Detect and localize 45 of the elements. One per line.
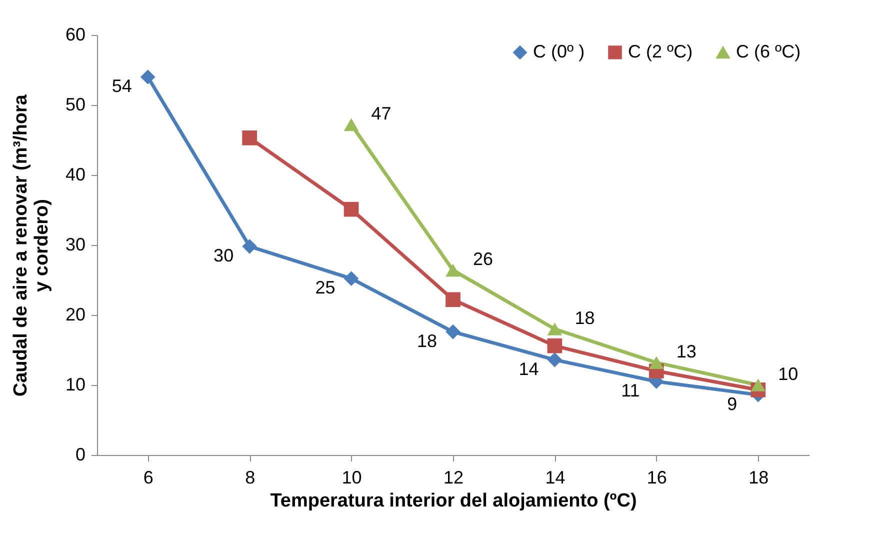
- point: [547, 322, 562, 336]
- x-tick-label: 18: [748, 468, 769, 488]
- y-tick-label: 30: [65, 234, 86, 254]
- x-tick-label: 8: [245, 468, 256, 488]
- point: [547, 352, 562, 368]
- data-label: 25: [315, 278, 336, 298]
- data-label: 18: [416, 330, 438, 351]
- y-tick-label: 0: [75, 444, 86, 464]
- point: [344, 271, 359, 286]
- data-label: 14: [518, 358, 539, 379]
- x-tick-label: 16: [646, 468, 667, 488]
- data-label: 47: [371, 104, 392, 124]
- y-tick-label: 20: [65, 304, 86, 324]
- legend-label: C (0º ): [533, 41, 585, 62]
- point: [547, 338, 562, 354]
- data-label: 10: [778, 364, 798, 384]
- data-label: 13: [676, 342, 696, 362]
- x-axis-title: Temperatura interior del alojamiento (ºC): [270, 490, 637, 512]
- x-tick-label: 10: [342, 468, 362, 488]
- point: [344, 202, 359, 217]
- point: [446, 292, 460, 308]
- point: [649, 356, 664, 370]
- legend-label: C (6 ºC): [736, 42, 801, 62]
- x-tick-label: 12: [443, 468, 464, 488]
- data-label: 11: [621, 380, 640, 400]
- point: [750, 378, 766, 392]
- data-label: 26: [472, 249, 494, 270]
- y-tick-label: 60: [65, 24, 86, 44]
- y-tick-label: 40: [65, 164, 86, 184]
- point: [344, 118, 359, 132]
- data-label: 30: [214, 245, 234, 266]
- y-tick-label: 10: [65, 374, 86, 394]
- data-label: 9: [727, 394, 738, 414]
- point: [242, 130, 257, 146]
- data-label: 18: [574, 308, 595, 328]
- point: [446, 324, 460, 340]
- x-tick-label: 6: [143, 468, 154, 488]
- data-label: 54: [112, 76, 132, 96]
- point: [140, 70, 156, 84]
- legend-label: C (2 ºC): [628, 41, 693, 62]
- x-tick-label: 14: [545, 468, 566, 488]
- point: [446, 264, 460, 277]
- y-tick-label: 50: [65, 94, 86, 114]
- point: [242, 238, 257, 254]
- y-axis-title: Caudal de aire a renovar (m³/hora y cordero): [10, 94, 52, 396]
